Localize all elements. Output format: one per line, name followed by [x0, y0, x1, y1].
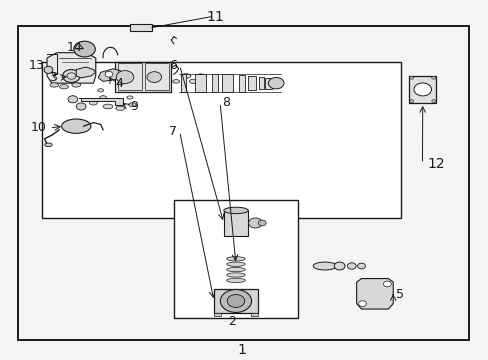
Circle shape: [74, 41, 95, 57]
Circle shape: [383, 281, 390, 287]
Ellipse shape: [61, 119, 91, 133]
Polygon shape: [98, 69, 122, 81]
Text: 11: 11: [206, 10, 224, 24]
Bar: [118, 63, 142, 90]
Ellipse shape: [72, 83, 81, 87]
Bar: [173, 200, 298, 318]
Bar: [247, 76, 255, 90]
Bar: [212, 74, 218, 92]
Ellipse shape: [226, 262, 244, 266]
Polygon shape: [47, 53, 96, 83]
Text: 4: 4: [115, 77, 123, 90]
Ellipse shape: [226, 257, 244, 261]
Circle shape: [409, 76, 413, 79]
Text: 14: 14: [66, 41, 82, 54]
Circle shape: [358, 301, 366, 306]
Bar: [265, 78, 272, 89]
Ellipse shape: [224, 207, 247, 214]
Bar: [144, 63, 168, 90]
Ellipse shape: [100, 96, 106, 99]
Ellipse shape: [98, 89, 103, 92]
Text: 9: 9: [130, 100, 138, 113]
Bar: [214, 289, 257, 312]
Ellipse shape: [116, 106, 124, 111]
Text: 7: 7: [169, 125, 177, 138]
Text: 12: 12: [427, 157, 444, 171]
Circle shape: [220, 289, 251, 312]
Circle shape: [346, 263, 355, 269]
Polygon shape: [356, 279, 392, 309]
Ellipse shape: [313, 262, 336, 270]
Circle shape: [147, 72, 161, 82]
Circle shape: [413, 83, 430, 96]
Bar: [222, 74, 232, 92]
Circle shape: [431, 100, 435, 103]
Text: 10: 10: [31, 121, 47, 135]
Polygon shape: [79, 98, 122, 105]
Text: 1: 1: [237, 343, 246, 357]
Ellipse shape: [172, 80, 179, 83]
Ellipse shape: [44, 66, 53, 73]
Bar: [250, 312, 257, 316]
Ellipse shape: [196, 74, 204, 78]
Bar: [42, 62, 400, 217]
Text: 2: 2: [228, 315, 236, 328]
Circle shape: [76, 103, 86, 110]
Ellipse shape: [103, 104, 113, 109]
Polygon shape: [130, 24, 152, 31]
Polygon shape: [76, 67, 96, 78]
Bar: [224, 211, 247, 235]
Text: 8: 8: [222, 96, 230, 109]
Ellipse shape: [226, 267, 244, 272]
Text: 6: 6: [169, 59, 177, 72]
Ellipse shape: [45, 143, 52, 147]
Bar: [195, 74, 205, 92]
Circle shape: [268, 77, 284, 89]
Bar: [258, 77, 264, 89]
Ellipse shape: [128, 103, 136, 107]
Circle shape: [431, 76, 435, 79]
Ellipse shape: [60, 85, 68, 89]
Bar: [408, 76, 435, 103]
Ellipse shape: [333, 262, 344, 270]
Bar: [18, 26, 468, 339]
Ellipse shape: [226, 278, 244, 283]
Text: 13: 13: [29, 59, 44, 72]
Circle shape: [116, 71, 134, 84]
Text: 5: 5: [395, 288, 403, 301]
Circle shape: [258, 220, 265, 226]
Bar: [115, 62, 171, 92]
Ellipse shape: [226, 273, 244, 277]
Ellipse shape: [50, 83, 59, 87]
Ellipse shape: [89, 101, 97, 105]
Bar: [214, 312, 221, 316]
Circle shape: [105, 71, 113, 77]
Circle shape: [227, 294, 244, 307]
Circle shape: [68, 96, 78, 103]
Circle shape: [62, 69, 80, 82]
Ellipse shape: [181, 74, 190, 78]
Ellipse shape: [189, 79, 197, 84]
Ellipse shape: [126, 96, 133, 99]
Circle shape: [357, 263, 365, 269]
Circle shape: [409, 100, 413, 103]
Bar: [180, 74, 186, 92]
Bar: [239, 75, 244, 92]
Text: 3: 3: [49, 71, 57, 84]
Circle shape: [248, 218, 262, 228]
